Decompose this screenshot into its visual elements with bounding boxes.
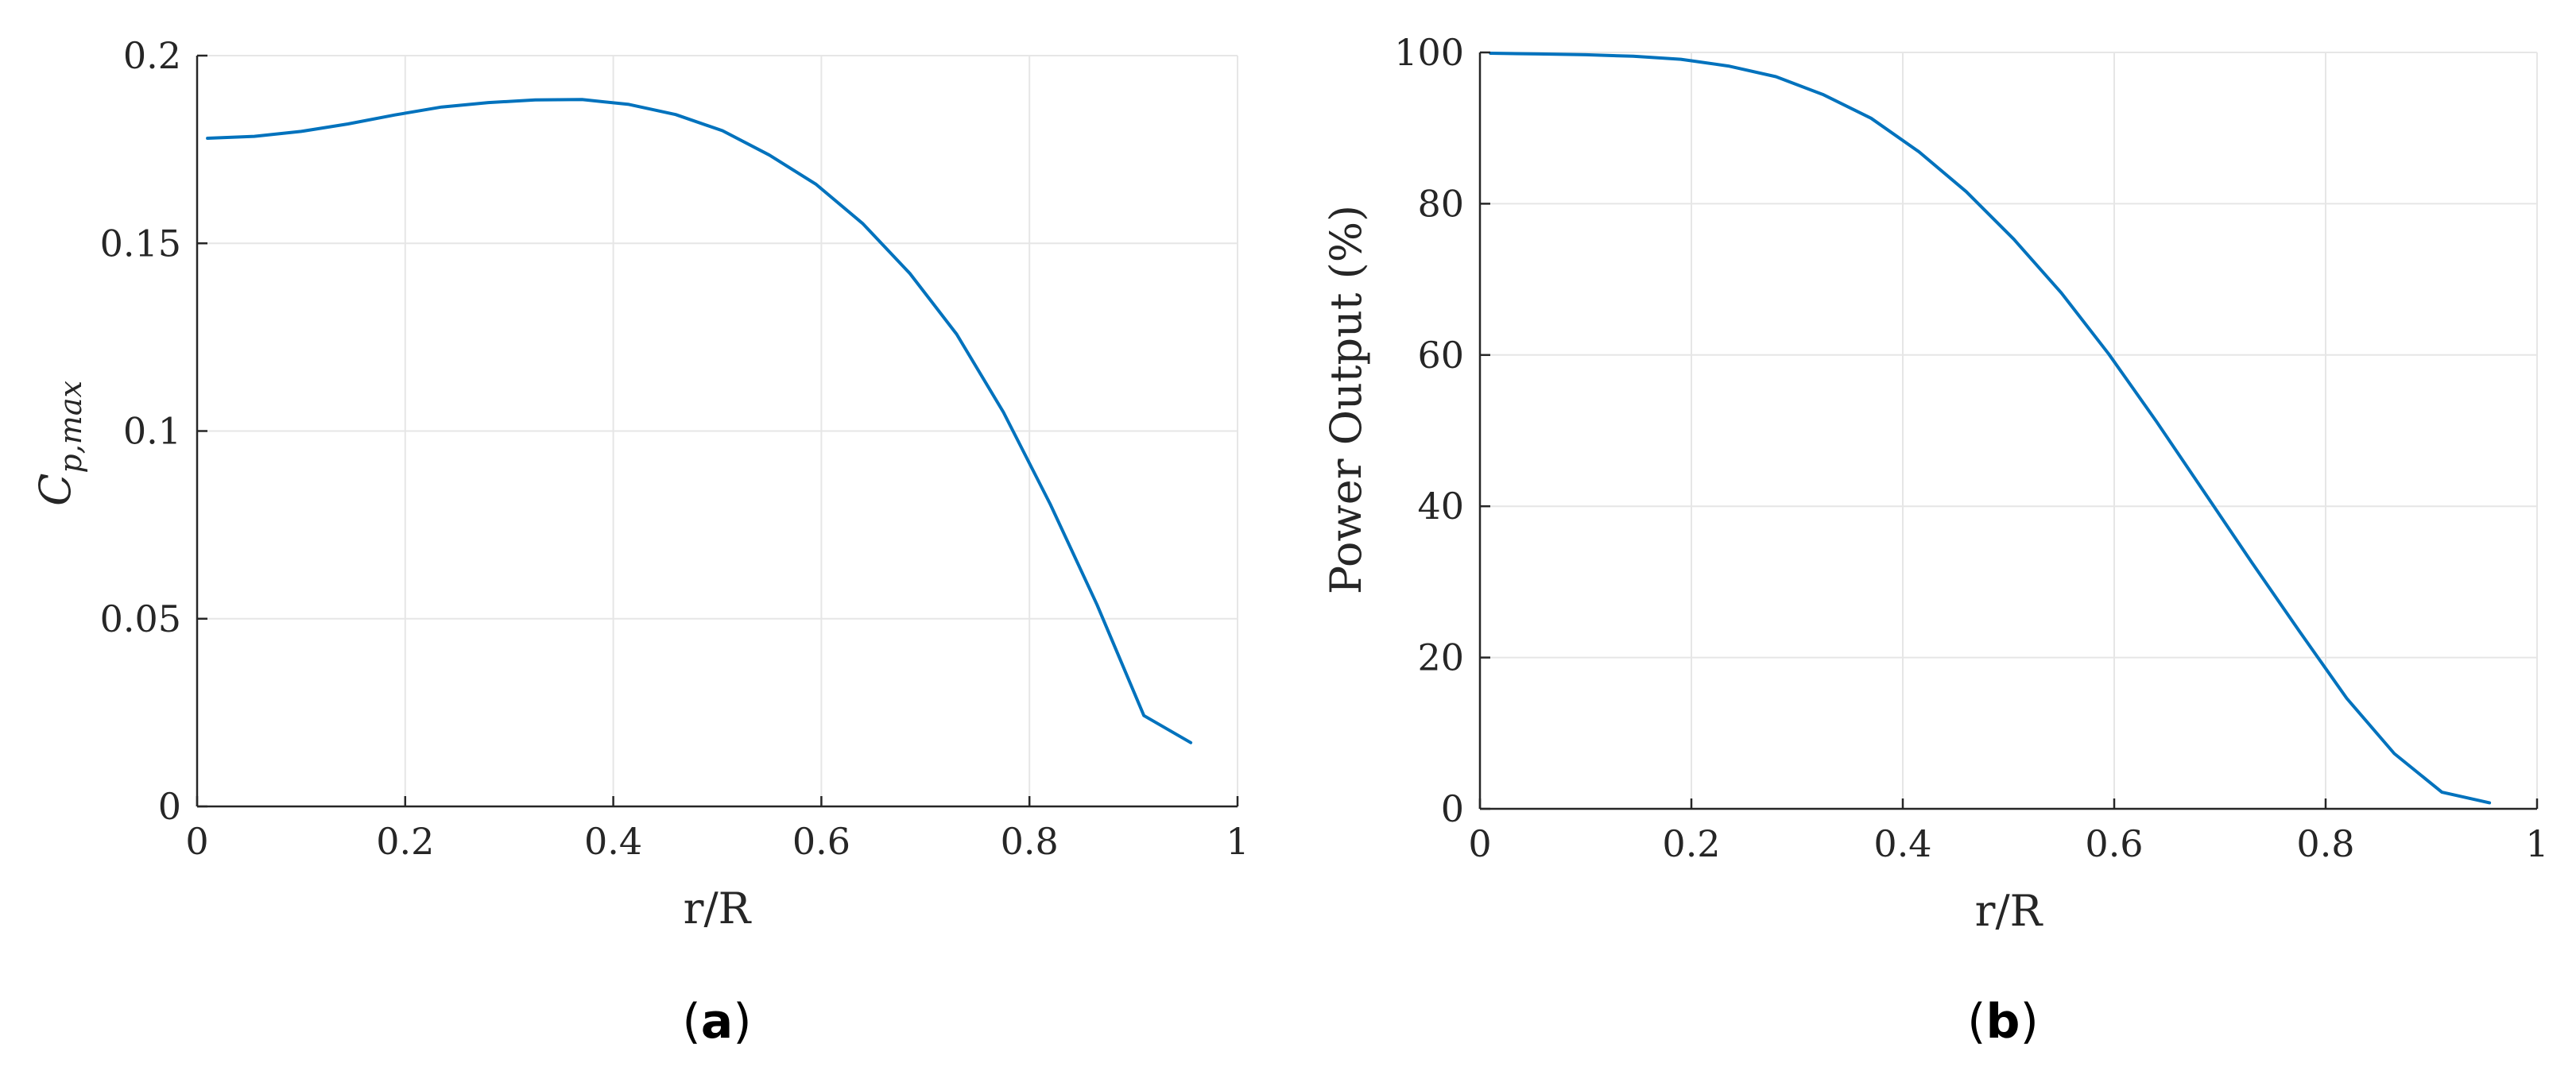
y-tick-label-b-3: 60 — [1417, 334, 1464, 377]
plot-area-b — [1489, 52, 2492, 805]
x-tick-label-a-5: 1 — [1226, 820, 1249, 863]
plot-area-a — [206, 98, 1193, 744]
x-tick-label-a-3: 0.6 — [792, 820, 850, 863]
y-tick-label-a-0: 0 — [158, 785, 181, 828]
series-line-a-0 — [206, 98, 1193, 744]
x-tick-label-b-4: 0.8 — [2296, 822, 2354, 865]
x-tick-label-a-4: 0.8 — [1001, 820, 1059, 863]
x-tick-label-b-2: 0.4 — [1873, 822, 1931, 865]
y-tick-label-b-0: 0 — [1441, 787, 1464, 830]
x-tick-label-a-0: 0 — [185, 820, 208, 863]
x-tick-label-b-1: 0.2 — [1662, 822, 1720, 865]
panel-label-a: (a) — [682, 994, 751, 1050]
y-axis-label-a-sub: p,max — [53, 381, 88, 474]
axes-b — [1478, 52, 2537, 810]
panel-label-b: (b) — [1967, 994, 2039, 1050]
x-tick-label-a-1: 0.2 — [376, 820, 434, 863]
ticks-b: 0 0.2 0.4 0.6 0.8 1 0 20 40 60 80 100 — [1394, 31, 2548, 865]
y-tick-label-a-4: 0.2 — [123, 34, 181, 77]
panel-label-b-letter: b — [1986, 994, 2020, 1050]
x-tick-label-b-3: 0.6 — [2085, 822, 2143, 865]
y-tick-label-a-2: 0.1 — [123, 410, 181, 453]
series-line-b-0 — [1489, 52, 2492, 805]
ticks-a: 0 0.2 0.4 0.6 0.8 1 0 0.05 0.1 0.15 0.2 — [100, 34, 1249, 863]
y-tick-label-b-1: 20 — [1417, 636, 1464, 679]
chart-panel-b: 0 0.2 0.4 0.6 0.8 1 0 20 40 60 80 100 r/R Power Out… — [1321, 31, 2549, 1050]
x-axis-label-b: r/R — [1975, 886, 2043, 936]
panel-label-a-letter: a — [701, 994, 734, 1050]
x-tick-label-b-5: 1 — [2525, 822, 2548, 865]
y-tick-label-b-5: 100 — [1394, 31, 1464, 74]
y-tick-label-a-1: 0.05 — [100, 597, 181, 640]
y-axis-label-a-main: C — [30, 474, 80, 506]
y-axis-label-a: Cp,max — [30, 381, 88, 506]
chart-panel-a: 0 0.2 0.4 0.6 0.8 1 0 0.05 0.1 0.15 0.2 r/R Cp,max… — [30, 34, 1249, 1050]
grid-a — [196, 55, 1238, 807]
y-tick-label-b-2: 40 — [1417, 485, 1464, 528]
y-tick-label-a-3: 0.15 — [100, 222, 181, 265]
x-tick-label-b-0: 0 — [1468, 822, 1491, 865]
grid-b — [1479, 52, 2538, 810]
y-axis-label-b: Power Output (%) — [1321, 205, 1371, 594]
y-tick-label-b-4: 80 — [1417, 182, 1464, 225]
x-tick-label-a-2: 0.4 — [584, 820, 642, 863]
x-axis-label-a: r/R — [684, 883, 752, 934]
